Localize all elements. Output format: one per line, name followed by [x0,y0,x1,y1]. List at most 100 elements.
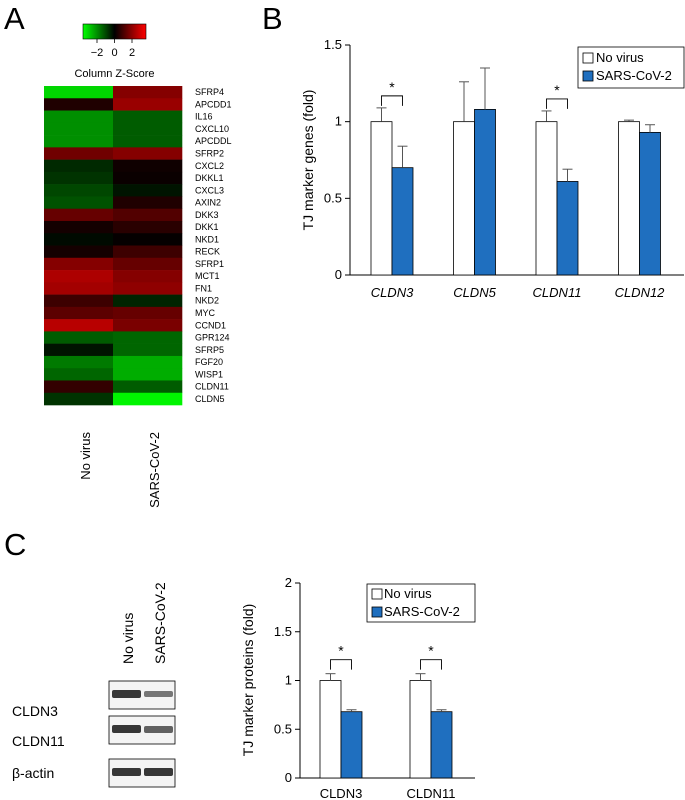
heatmap-cell [44,98,114,111]
heatmap-cell [113,220,183,234]
heatmap-cell [113,184,183,197]
heatmap-cell [113,233,183,246]
blot-strip [108,680,176,710]
significance-star: * [428,643,434,659]
bar-sars-cov-2 [340,711,363,779]
heatmap-cell [44,368,114,381]
heatmap-row-label: IL16 [195,112,213,122]
heatmap-row-label: DKK1 [195,222,219,232]
heatmap-column-label: No virus [78,432,93,480]
heatmap-cell [44,159,114,173]
heatmap-cell [113,98,183,111]
heatmap-row-label: CLDN11 [195,382,229,392]
panel-label-b: B [262,1,283,36]
x-tick-label: CLDN12 [615,285,666,300]
heatmap-row-label: FGF20 [195,357,223,367]
bar-sars-cov-2 [391,167,414,276]
bar-no-virus [535,121,558,276]
heatmap-cell [44,171,114,185]
legend-label-no-virus: No virus [596,50,644,65]
bar-sars-cov-2 [639,131,661,276]
heatmap-cell [113,171,183,185]
significance-marks: * * [381,79,568,109]
heatmap-cell [44,220,114,234]
heatmap-cell [113,355,183,369]
heatmap-cell [113,380,183,394]
heatmap-cells [44,86,183,406]
blot-band [144,726,173,733]
y-tick-label: 0.5 [324,190,342,205]
heatmap-row-label: WISP1 [195,369,223,379]
x-tick-label: CLDN11 [533,285,582,300]
heatmap-cell [44,355,114,369]
significance-star: * [554,82,560,98]
bar-no-virus [453,121,475,276]
significance-bracket [420,659,442,670]
heatmap-cell [44,196,114,209]
bar-no-virus [319,680,342,779]
heatmap-cell [44,135,114,148]
y-tick-label: 0 [285,770,292,785]
heatmap-row-label: SFRP5 [195,345,224,355]
heatmap-cell [44,184,114,197]
heatmap-cell [113,282,183,295]
heatmap-row-label: RECK [195,247,220,257]
heatmap-cell [44,294,114,308]
panel-label-c: C [4,527,26,562]
heatmap-cell [44,392,114,406]
y-ticks: 0 0.5 1 1.5 [324,37,350,282]
heatmap-row-label: FN1 [195,283,212,293]
heatmap-cell [44,233,114,246]
y-ticks: 0 0.5 1 1.5 2 [274,575,300,785]
bars [319,673,453,779]
bar-sars-cov-2 [474,109,496,276]
x-tick-label: CLDN11 [407,786,456,800]
blot-band [112,725,141,733]
heatmap-cell [113,257,183,271]
y-tick-label: 1.5 [274,624,292,639]
heatmap-cell [44,380,114,394]
bar-sars-cov-2 [556,181,579,276]
heatmap-cell [44,331,114,344]
heatmap-row-label: DKKL1 [195,173,224,183]
blot-band [112,768,141,776]
y-tick-label: 2 [285,575,292,590]
legend-swatch-no-virus [371,588,383,600]
heatmap-row-label: AXIN2 [195,198,221,208]
blot-band [144,768,173,776]
heatmap-cell [113,159,183,173]
x-tick-label: CLDN5 [453,285,496,300]
heatmap-panel: −2 0 2 Column Z-Score SFRP4 APCDD1 IL16 CXC… [44,23,232,508]
heatmap-cell [113,270,183,283]
colorbar-title: Column Z-Score [74,68,154,80]
blot-band [144,691,173,697]
legend: No virus SARS-CoV-2 [366,583,476,623]
blot-strip [108,758,176,788]
heatmap-cell [113,122,183,136]
y-tick-label: 0.5 [274,721,292,736]
blot-row-label: β-actin [12,765,54,781]
heatmap-row-label: CCND1 [195,320,226,330]
bar-no-virus [409,680,432,779]
heatmap-cell [44,257,114,271]
blot-row-label: CLDN3 [12,703,58,719]
genes-bar-chart: 00.511.5 * * CLDN3 CLDN5 CLDN11 CLDN12 TJ ma… [300,37,685,300]
significance-bracket [546,98,568,109]
heatmap-row-label: NKD1 [195,234,219,244]
legend-label-sars-cov-2: SARS-CoV-2 [596,68,672,83]
heatmap-row-label: CXCL2 [195,161,224,171]
significance-bracket [330,659,352,670]
x-tick-labels: CLDN3 CLDN5 CLDN11 CLDN12 [371,285,666,300]
significance-star: * [389,79,395,95]
heatmap-cell [113,368,183,381]
heatmap-row-label: SFRP4 [195,87,224,97]
heatmap-row-label: CXCL10 [195,124,229,134]
legend: No virus SARS-CoV-2 [577,46,685,89]
heatmap-row-label: CLDN5 [195,394,225,404]
colorbar-tick-label: 0 [111,47,117,59]
colorbar-tick-label: −2 [91,47,104,59]
y-axis-title: TJ marker genes (fold) [300,90,316,231]
heatmap-cell [113,294,183,308]
heatmap-cell [44,122,114,136]
